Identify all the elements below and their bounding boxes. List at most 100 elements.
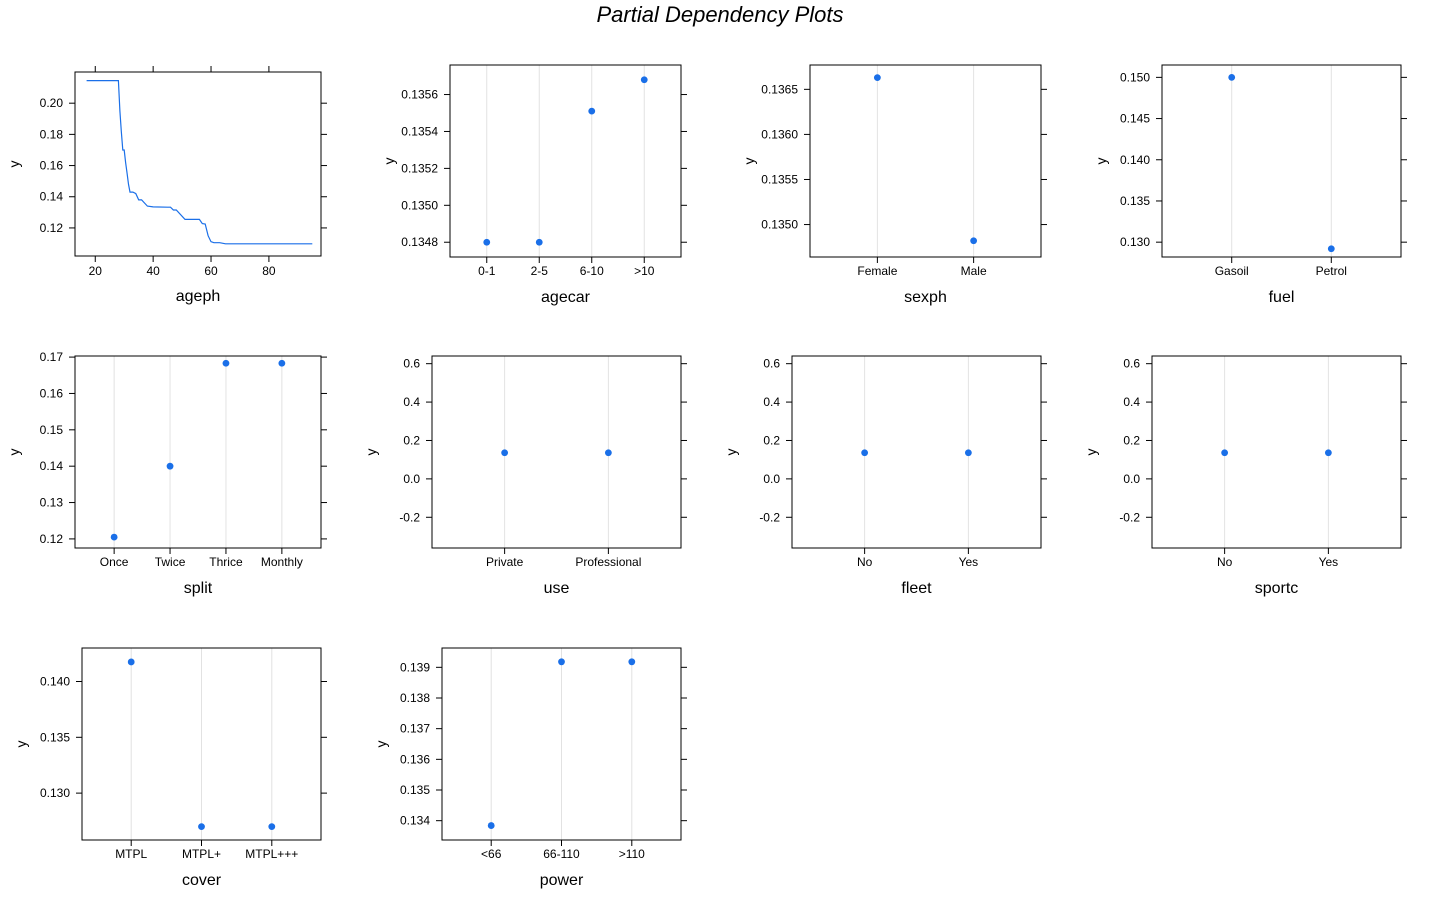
panel-fuel: 0.130 0.135 0.140 0.145 0.150 Gasoil Petrol fue… [1093,64,1407,306]
data-point-Yes [1324,449,1332,457]
x-tick-label: Female [857,264,897,278]
y-tick-label: 0.130 [40,786,70,800]
x-tick-label: Professional [575,555,641,569]
y-tick-label: 0.20 [40,96,64,110]
data-point-Petrol [1327,245,1335,253]
y-tick-label: -0.2 [759,510,780,524]
y-tick-label: 0.140 [40,674,70,688]
y-tick-label: 0.6 [1123,357,1140,371]
y-tick-label: 0.137 [400,722,430,736]
y-axis-label: y [363,449,379,456]
y-axis-label: y [1083,449,1099,456]
x-tick-label: >10 [634,264,655,278]
x-tick-label: <66 [481,847,502,861]
x-tick-label: MTPL+ [182,847,221,861]
panel-frame [74,355,322,549]
y-tick-label: 0.1352 [401,161,438,175]
x-tick-label: Private [486,555,524,569]
y-tick-label: 0.150 [1120,70,1150,84]
data-point-Thrice [222,359,230,367]
x-tick-label: Thrice [209,555,243,569]
x-axis-label: split [184,580,213,597]
panel-sexph: 0.1350 0.1355 0.1360 0.1365 Female Male sexph y [741,64,1047,306]
y-tick-label: 0.14 [40,190,64,204]
x-tick-label: No [857,555,873,569]
x-tick-label: MTPL [115,847,147,861]
data-point-Female [873,74,881,82]
y-tick-label: 0.136 [400,752,430,766]
data-point-Yes [964,449,972,457]
y-tick-label: 0.4 [1123,395,1140,409]
y-tick-label: 0.135 [1120,194,1150,208]
y-tick-label: 0.134 [400,814,430,828]
x-axis-label: sexph [904,289,947,306]
y-tick-label: 0.130 [1120,235,1150,249]
y-tick-label: 0.2 [1123,433,1140,447]
y-axis-label: y [381,158,397,165]
y-tick-label: 0.17 [40,350,64,364]
panel-frame [1161,64,1402,258]
y-tick-label: 0.140 [1120,153,1150,167]
y-tick-label: 0.135 [400,783,430,797]
data-point->10 [640,76,648,84]
y-tick-label: 0.2 [403,433,420,447]
y-tick-label: 0.2 [763,433,780,447]
data-point-Monthly [278,359,286,367]
y-tick-label: 0.4 [403,395,420,409]
x-tick-label: Monthly [261,555,303,569]
panel-frame [791,355,1042,549]
panel-split: 0.12 0.13 0.14 0.15 0.16 0.17 Once Twice Thrice M… [6,350,327,597]
x-tick-label: 40 [146,264,160,278]
x-axis-label: use [544,580,570,597]
data-point-2-5 [535,238,543,246]
data-point-Once [110,533,118,541]
y-tick-label: 0.1348 [401,235,438,249]
panel-fleet: -0.2 0.0 0.2 0.4 0.6 No Yes fleet y [723,355,1047,597]
data-point-66-110 [558,658,565,666]
y-tick-label: -0.2 [1119,510,1140,524]
x-tick-label: 2-5 [531,264,549,278]
y-axis-label: y [723,449,739,456]
x-tick-label: Male [961,264,987,278]
x-axis-label: agecar [541,289,591,306]
panel-frame [1151,355,1402,549]
y-tick-label: 0.16 [40,386,64,400]
y-tick-label: 0.6 [403,357,420,371]
y-axis-label: y [1093,158,1109,165]
panel-frame [449,64,682,258]
y-tick-label: 0.1350 [401,198,438,212]
y-tick-label: 0.139 [400,660,430,674]
panel-sportc: -0.2 0.0 0.2 0.4 0.6 No Yes sportc y [1083,355,1407,597]
data-point-Private [501,449,509,457]
data-point-No [1221,449,1229,457]
x-tick-label: >110 [619,847,645,861]
y-tick-label: 0.135 [40,730,70,744]
x-tick-label: Once [100,555,129,569]
data-point-0-1 [483,238,491,246]
y-tick-label: 0.138 [400,691,430,705]
y-axis-label: y [6,449,22,456]
y-tick-label: 0.12 [40,221,64,235]
y-axis-label: y [741,158,757,165]
x-tick-label: 66-110 [543,847,580,861]
data-point-MTPL+++ [268,823,276,831]
x-tick-label: Petrol [1316,264,1347,278]
x-tick-label: Yes [959,555,979,569]
x-axis-label: sportc [1255,580,1299,597]
y-tick-label: 0.13 [40,496,64,510]
x-tick-label: 60 [204,264,218,278]
y-tick-label: 0.16 [40,159,64,173]
panel-use: -0.2 0.0 0.2 0.4 0.6 Private Professional use y [363,355,687,597]
panel-frame [809,64,1042,258]
y-tick-label: 0.1354 [401,124,438,138]
x-tick-label: Gasoil [1215,264,1249,278]
y-tick-label: 0.12 [40,532,64,546]
x-tick-label: Twice [155,555,186,569]
y-tick-label: 0.0 [763,472,780,486]
data-point-Gasoil [1228,73,1236,81]
y-axis-label: y [373,741,389,748]
data-point-6-10 [588,107,596,115]
panel-cover: 0.130 0.135 0.140 MTPL MTPL+ MTPL+++ cover y [13,647,327,889]
x-tick-label: 20 [89,264,103,278]
